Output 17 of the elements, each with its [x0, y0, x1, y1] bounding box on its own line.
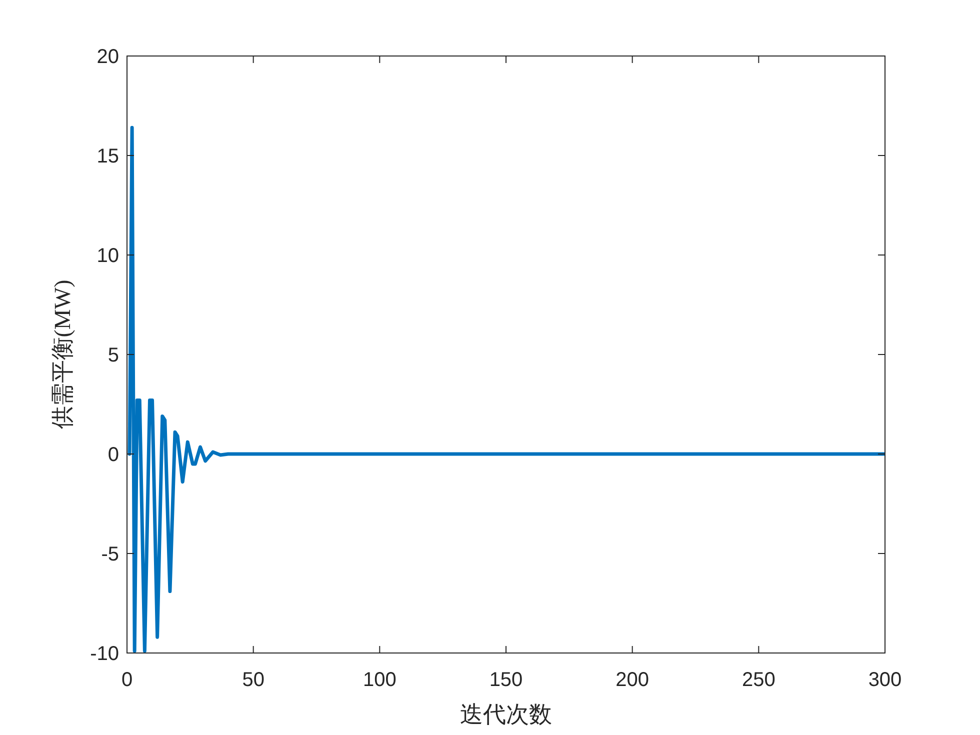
y-tick-label: 20 — [96, 46, 119, 68]
y-tick-label: -5 — [101, 544, 119, 566]
x-tick-label: 150 — [489, 669, 523, 691]
y-tick-label: 0 — [108, 444, 119, 466]
y-tick-label: 5 — [108, 344, 119, 366]
y-tick-label: 15 — [96, 146, 119, 168]
x-axis-title: 迭代次数 — [460, 702, 552, 727]
x-tick-label: 300 — [868, 669, 902, 691]
x-tick-label: 100 — [362, 669, 396, 691]
y-axis-title: 供需平衡(MW) — [50, 280, 75, 430]
y-tick-label: 10 — [96, 245, 119, 267]
line-series — [128, 126, 885, 653]
x-tick-label: 200 — [616, 669, 650, 691]
y-tick-label: -10 — [90, 643, 119, 665]
x-tick-label: 0 — [121, 669, 133, 691]
x-tick-label: 50 — [242, 669, 264, 691]
x-tick-label: 250 — [742, 669, 776, 691]
